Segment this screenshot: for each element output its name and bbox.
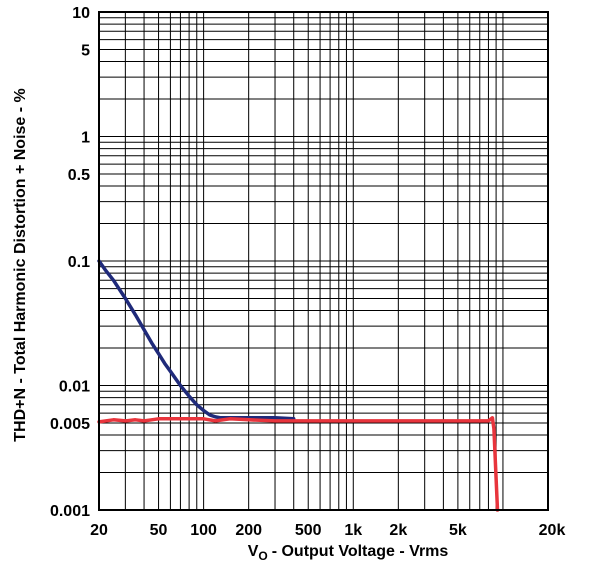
x-tick-label: 200 (235, 522, 262, 539)
y-tick-label: 0.005 (50, 416, 90, 433)
x-tick-label: 2k (389, 522, 407, 539)
y-axis-title: THD+N - Total Harmonic Distortion + Nois… (12, 88, 29, 442)
grid-lines (99, 12, 548, 510)
x-tick-labels: 20 50 100 200 500 1k 2k 5k 20k (90, 522, 565, 539)
x-tick-label: 5k (449, 522, 467, 539)
y-tick-label: 10 (72, 5, 90, 22)
x-axis-title-prefix: V (248, 543, 259, 560)
x-tick-label: 1k (344, 522, 362, 539)
x-tick-label: 20k (539, 522, 566, 539)
y-tick-label: 0.01 (59, 379, 90, 396)
series-line-2 (97, 416, 500, 512)
x-tick-label: 100 (190, 522, 217, 539)
x-axis-title: VO - Output Voltage - Vrms (248, 543, 449, 561)
y-tick-label: 0.5 (68, 167, 90, 184)
series-lines (97, 259, 500, 512)
plot-frame (98, 11, 549, 511)
y-tick-label: 5 (81, 42, 90, 59)
y-tick-label: 0.1 (68, 254, 90, 271)
y-tick-label: 0.001 (50, 503, 90, 520)
x-tick-label: 50 (150, 522, 168, 539)
x-tick-label: 20 (90, 522, 108, 539)
x-axis-title-text: - Output Voltage - Vrms (272, 543, 449, 560)
y-tick-labels: 10 5 1 0.5 0.1 0.01 0.005 0.001 (50, 5, 90, 520)
x-axis-title-subscript: O (258, 549, 267, 561)
x-tick-label: 500 (295, 522, 322, 539)
y-tick-label: 1 (81, 130, 90, 147)
